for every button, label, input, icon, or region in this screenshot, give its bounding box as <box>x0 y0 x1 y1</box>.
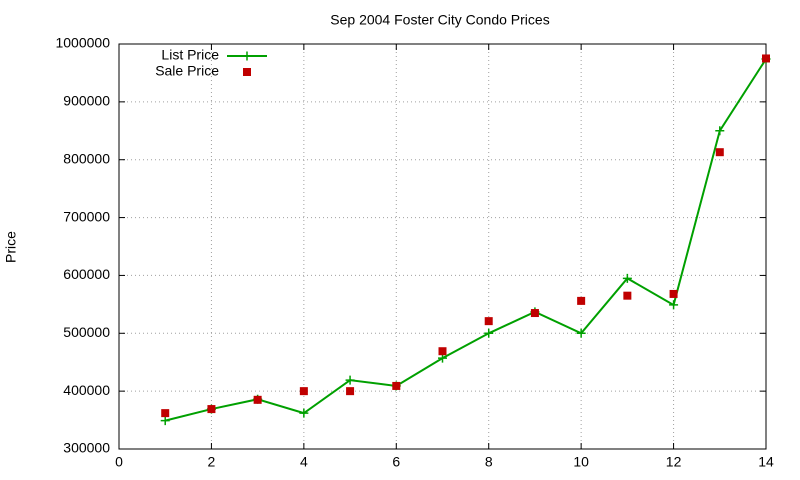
data-point <box>715 126 725 136</box>
data-point <box>762 54 770 63</box>
data-point <box>715 148 724 157</box>
data-point <box>345 375 355 385</box>
data-point <box>484 328 494 338</box>
y-tick-label: 500000 <box>63 324 110 340</box>
data-point <box>438 347 447 356</box>
data-point <box>669 300 679 310</box>
y-tick-label: 900000 <box>63 93 110 109</box>
data-point <box>392 381 401 390</box>
x-tick-label: 0 <box>115 454 123 470</box>
legend-marker <box>242 51 252 61</box>
data-point <box>623 291 632 300</box>
x-tick-label: 4 <box>300 454 308 470</box>
data-point <box>253 395 262 404</box>
legend-label: Sale Price <box>155 63 219 79</box>
x-tick-label: 6 <box>392 454 400 470</box>
y-tick-label: 700000 <box>63 208 110 224</box>
data-point <box>577 296 586 305</box>
data-point <box>576 328 586 338</box>
y-tick-label: 300000 <box>63 440 110 456</box>
legend-label: List Price <box>161 47 219 63</box>
data-point <box>299 408 309 418</box>
x-tick-label: 14 <box>758 454 774 470</box>
data-point <box>346 387 355 396</box>
data-point <box>669 289 678 298</box>
y-tick-label: 800000 <box>63 150 110 166</box>
data-point <box>207 405 216 414</box>
y-tick-label: 1000000 <box>55 35 110 51</box>
x-tick-label: 12 <box>666 454 682 470</box>
series-line <box>164 58 767 422</box>
x-tick-label: 2 <box>208 454 216 470</box>
y-axis-label: Price <box>3 231 19 263</box>
plot-frame <box>118 43 767 450</box>
y-tick-label: 400000 <box>63 382 110 398</box>
x-tick-label: 10 <box>573 454 589 470</box>
y-tick-label: 600000 <box>63 266 110 282</box>
data-point <box>160 416 170 426</box>
chart-title: Sep 2004 Foster City Condo Prices <box>330 12 549 28</box>
legend-marker <box>243 68 251 76</box>
x-tick-label: 8 <box>485 454 493 470</box>
data-point <box>622 273 632 283</box>
data-point <box>484 317 493 326</box>
data-point <box>530 309 539 318</box>
data-point <box>161 409 170 418</box>
data-point <box>299 387 308 396</box>
